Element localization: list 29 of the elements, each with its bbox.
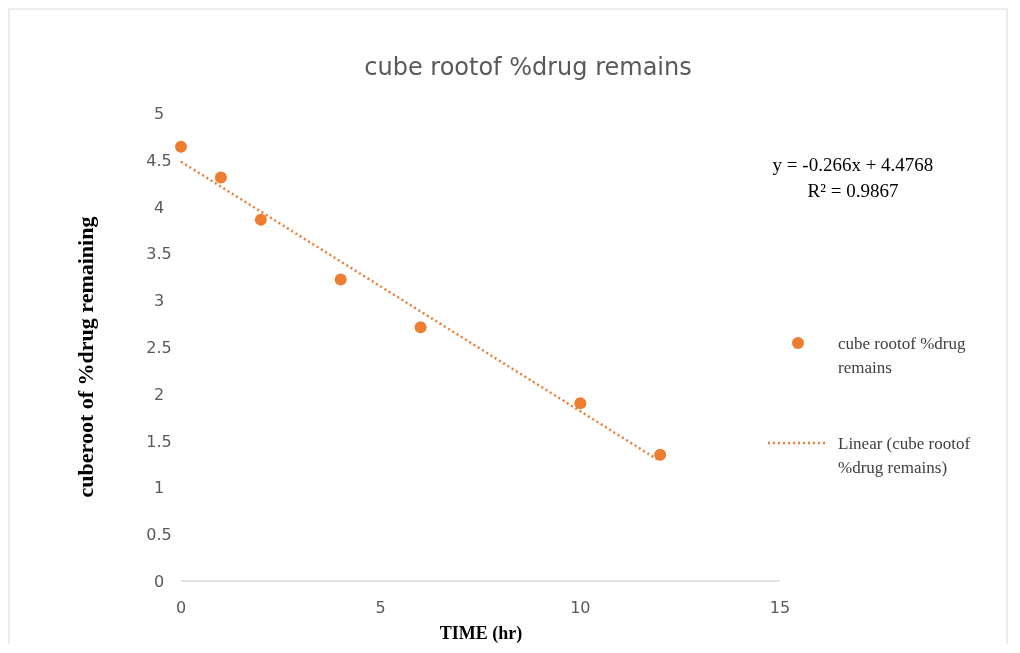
x-tick-label: 15 bbox=[769, 598, 791, 617]
point bbox=[334, 273, 347, 286]
y-tick-label: 2 bbox=[153, 384, 165, 404]
y-tick-label: 3 bbox=[153, 291, 165, 311]
y-tick-label: 1.5 bbox=[146, 431, 172, 451]
x-axis-title: TIME (hr) bbox=[439, 623, 523, 644]
legend-label: Linear (cube rootof %drug remains) bbox=[838, 434, 971, 477]
y-tick-label: 4.5 bbox=[146, 150, 172, 170]
point bbox=[175, 140, 187, 153]
chart-title: cube rootof %drug remains bbox=[364, 53, 692, 81]
point bbox=[574, 397, 587, 410]
point bbox=[414, 321, 427, 334]
x-tick-label: 5 bbox=[375, 598, 386, 617]
point bbox=[214, 171, 227, 184]
point bbox=[254, 213, 267, 226]
legend-label: cube rootof %drug remains bbox=[838, 334, 966, 377]
y-tick-label: 0.5 bbox=[146, 525, 172, 545]
y-tick-label: 4 bbox=[153, 197, 165, 217]
y-tick-label: 0 bbox=[153, 572, 165, 591]
y-tick-label: 3.5 bbox=[146, 244, 172, 264]
y-tick-label: 2.5 bbox=[146, 338, 172, 357]
y-tick-label: 1 bbox=[153, 478, 165, 498]
point bbox=[654, 448, 667, 461]
y-axis-title: cuberoot of %drug remaining bbox=[73, 216, 98, 498]
text: R² = 0.9867 bbox=[807, 180, 899, 201]
x-tick-label: 10 bbox=[570, 598, 591, 617]
y-tick-label: 5 bbox=[153, 104, 165, 123]
annotation: y = -0.266x + 4.4768 bbox=[772, 154, 934, 175]
x-tick-label: 0 bbox=[175, 598, 187, 617]
